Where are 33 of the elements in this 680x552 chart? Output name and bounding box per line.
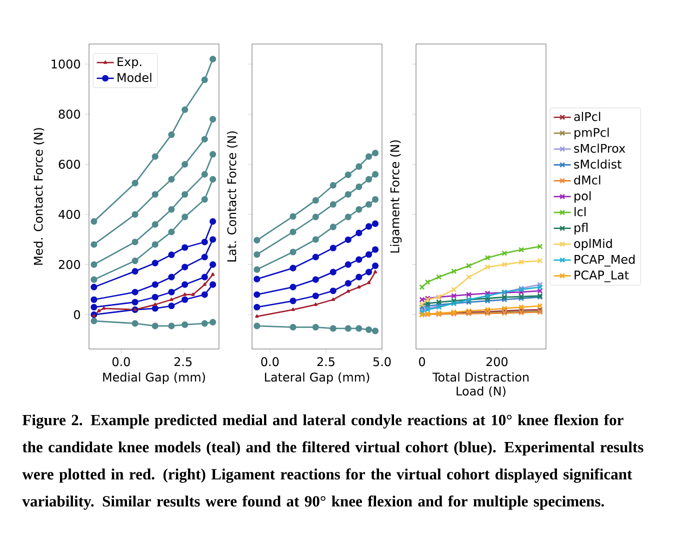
x-tick-label: 0.0: [261, 357, 279, 366]
x-tick-label: 2.5: [317, 357, 334, 366]
legend-label: pmPcl: [574, 128, 609, 140]
y-tick-label: 600: [58, 160, 80, 169]
legend-label: sMcldist: [574, 159, 622, 169]
x-tick-label: 0: [418, 357, 426, 366]
legend-label: sMclProx: [574, 144, 626, 153]
y-tick-label: 400: [58, 210, 80, 219]
y-axis-title: Med. Contact Force (N): [34, 128, 44, 265]
legend-label: pol: [574, 191, 591, 203]
x-tick-label: 200: [486, 357, 508, 366]
legend-label: Exp.: [118, 57, 142, 69]
x-tick-label: 5.0: [373, 357, 391, 366]
y-tick-label: 800: [58, 110, 80, 119]
legend-label: alPcl: [574, 112, 600, 122]
legend-label: PCAP_Lat: [574, 270, 629, 282]
legend-label: PCAP_Med: [574, 254, 635, 267]
legend-label: Model: [118, 72, 152, 82]
legend-label: lcl: [574, 207, 586, 216]
y-tick-label: 1000: [52, 60, 80, 69]
y-axis-title: Ligament Force (N): [390, 140, 402, 253]
x-tick-label: 2.5: [174, 357, 192, 366]
x-axis-title: Medial Gap (mm): [103, 372, 205, 384]
legend-label: oplMid: [574, 238, 612, 250]
legend-label: pfl: [574, 222, 588, 234]
legend-label: dMcl: [574, 175, 600, 185]
x-tick-label: 0.0: [112, 357, 130, 366]
caption: Figure 2. Example predicted medial and lateral condyle reactions at 10° knee flexion for the candidate knee models (teal) and the filtered virtual cohort (blue). Experimental results were plotted in red. (right) Ligament reactions for the virtual cohort displayed significant variability. Similar results were found at 90° knee flexion and for multiple specimens.: [22, 414, 644, 510]
x-axis-title: Lateral Gap (mm): [264, 372, 370, 384]
y-tick-label: 200: [58, 260, 80, 270]
x-axis-title: Total Distraction Load (N): [432, 372, 529, 397]
y-tick-label: 0: [74, 310, 80, 320]
y-axis-title: Lat. Contact Force (N): [227, 131, 238, 262]
